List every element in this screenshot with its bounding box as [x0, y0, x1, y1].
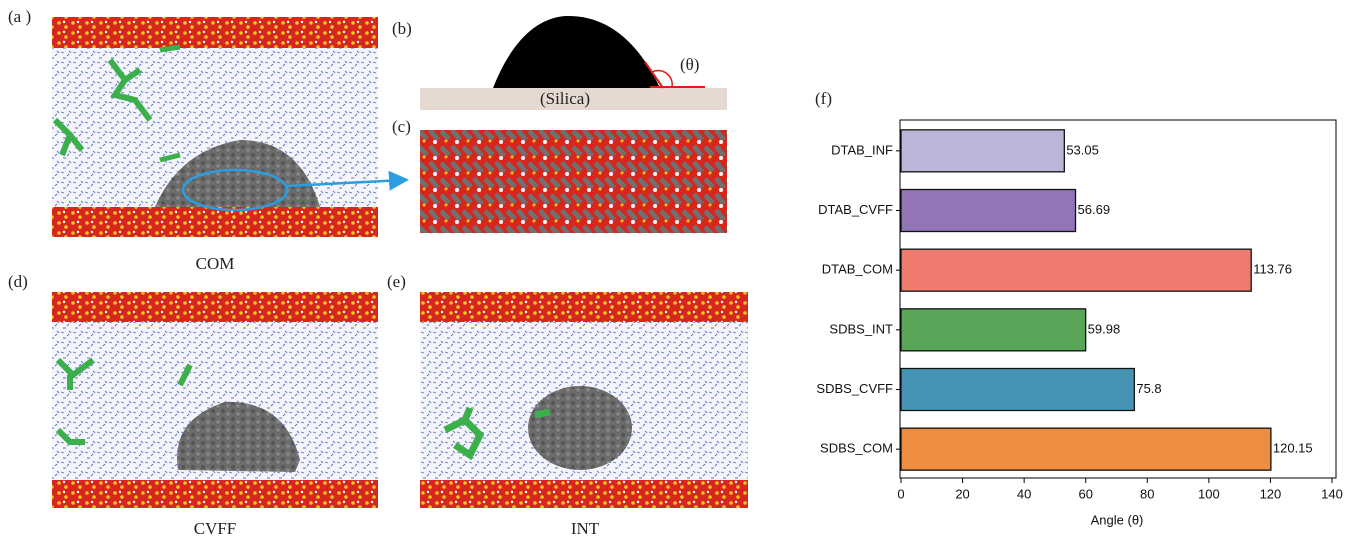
y-tick-label: DTAB_COM	[822, 262, 893, 277]
value-label: 56.69	[1078, 202, 1111, 217]
bar	[901, 249, 1251, 291]
value-label: 75.8	[1136, 381, 1161, 396]
y-tick-label: SDBS_COM	[820, 441, 893, 456]
panel-label: (c)	[392, 117, 411, 136]
panel-a: (a ) COM	[8, 7, 404, 273]
x-axis-label: Angle (θ)	[1091, 512, 1144, 527]
y-tick-label: SDBS_CVFF	[816, 381, 893, 396]
x-tick-label: 40	[1017, 486, 1031, 501]
value-label: 113.76	[1253, 262, 1292, 277]
panel-label: (f)	[815, 89, 832, 108]
panel-label: (b)	[392, 19, 412, 38]
caption: CVFF	[194, 519, 237, 538]
bar	[901, 428, 1271, 470]
panel-label: (a )	[8, 7, 31, 26]
x-tick-label: 0	[897, 486, 904, 501]
plot-frame	[900, 120, 1336, 478]
bar	[901, 130, 1064, 172]
x-tick-label: 60	[1078, 486, 1092, 501]
x-tick-label: 140	[1321, 486, 1343, 501]
panel-b: (b) (Silica) (θ)	[392, 16, 727, 110]
value-label: 120.15	[1273, 441, 1313, 456]
bar	[901, 369, 1134, 411]
y-tick-label: SDBS_INT	[829, 321, 893, 336]
panel-c: (c)	[392, 117, 727, 233]
panel-d: (d) CVFF	[8, 272, 378, 538]
substrate-label: (Silica)	[540, 89, 590, 108]
caption: COM	[196, 254, 235, 273]
x-tick-label: 100	[1198, 486, 1220, 501]
panel-label: (e)	[387, 272, 406, 291]
x-tick-label: 120	[1260, 486, 1282, 501]
bar	[901, 190, 1076, 232]
y-tick-label: DTAB_CVFF	[818, 202, 893, 217]
panel-e: (e) INT	[387, 272, 748, 538]
panel-label: (d)	[8, 272, 28, 291]
value-label: 53.05	[1066, 142, 1099, 157]
x-tick-label: 80	[1140, 486, 1154, 501]
x-tick-label: 20	[955, 486, 969, 501]
y-tick-label: DTAB_INF	[831, 142, 893, 157]
bar	[901, 309, 1086, 351]
value-label: 59.98	[1088, 321, 1121, 336]
caption: INT	[571, 519, 600, 538]
figure: (a ) COM (b) (Silica) (θ) (c) (d) CVFF	[0, 0, 1349, 541]
angle-label: (θ)	[680, 55, 699, 74]
